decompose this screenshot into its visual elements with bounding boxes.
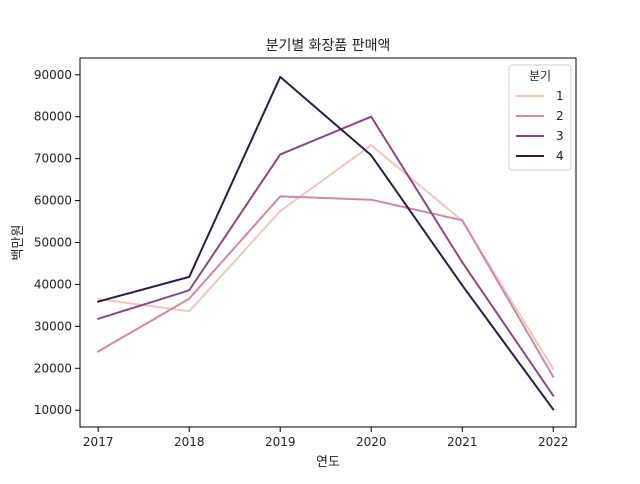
y-tick-label: 10000 <box>34 403 72 417</box>
y-tick-label: 40000 <box>34 277 72 291</box>
x-tick-label: 2019 <box>265 435 296 449</box>
legend-label-1: 1 <box>556 89 564 103</box>
legend-label-4: 4 <box>556 149 564 163</box>
x-tick-label: 2022 <box>538 435 569 449</box>
legend: 분기 1 2 3 4 <box>508 64 572 171</box>
y-tick-label: 80000 <box>34 110 72 124</box>
y-tick-label: 90000 <box>34 68 72 82</box>
legend-title: 분기 <box>529 69 551 83</box>
y-axis-label: 백만원 <box>11 225 26 261</box>
plot-area <box>96 75 555 411</box>
legend-label-3: 3 <box>556 129 564 143</box>
y-tick-label: 30000 <box>34 319 72 333</box>
x-tick-label: 2018 <box>174 435 205 449</box>
legend-label-2: 2 <box>556 109 564 123</box>
x-axis: 2017 2018 2019 2020 2021 2022 <box>83 427 569 449</box>
y-tick-label: 60000 <box>34 194 72 208</box>
x-axis-label: 연도 <box>316 455 340 470</box>
y-tick-label: 50000 <box>34 236 72 250</box>
x-tick-label: 2021 <box>447 435 478 449</box>
series-line-2 <box>96 195 555 379</box>
y-tick-label: 70000 <box>34 152 72 166</box>
series-line-3 <box>96 115 555 397</box>
x-tick-label: 2017 <box>83 435 114 449</box>
y-tick-label: 20000 <box>34 361 72 375</box>
chart-title: 분기별 화장품 판매액 <box>266 38 391 54</box>
x-tick-label: 2020 <box>356 435 387 449</box>
series-line-4 <box>96 75 555 411</box>
y-axis: 10000 20000 30000 40000 50000 60000 70000 80000… <box>34 68 80 417</box>
legend-box <box>508 64 572 171</box>
